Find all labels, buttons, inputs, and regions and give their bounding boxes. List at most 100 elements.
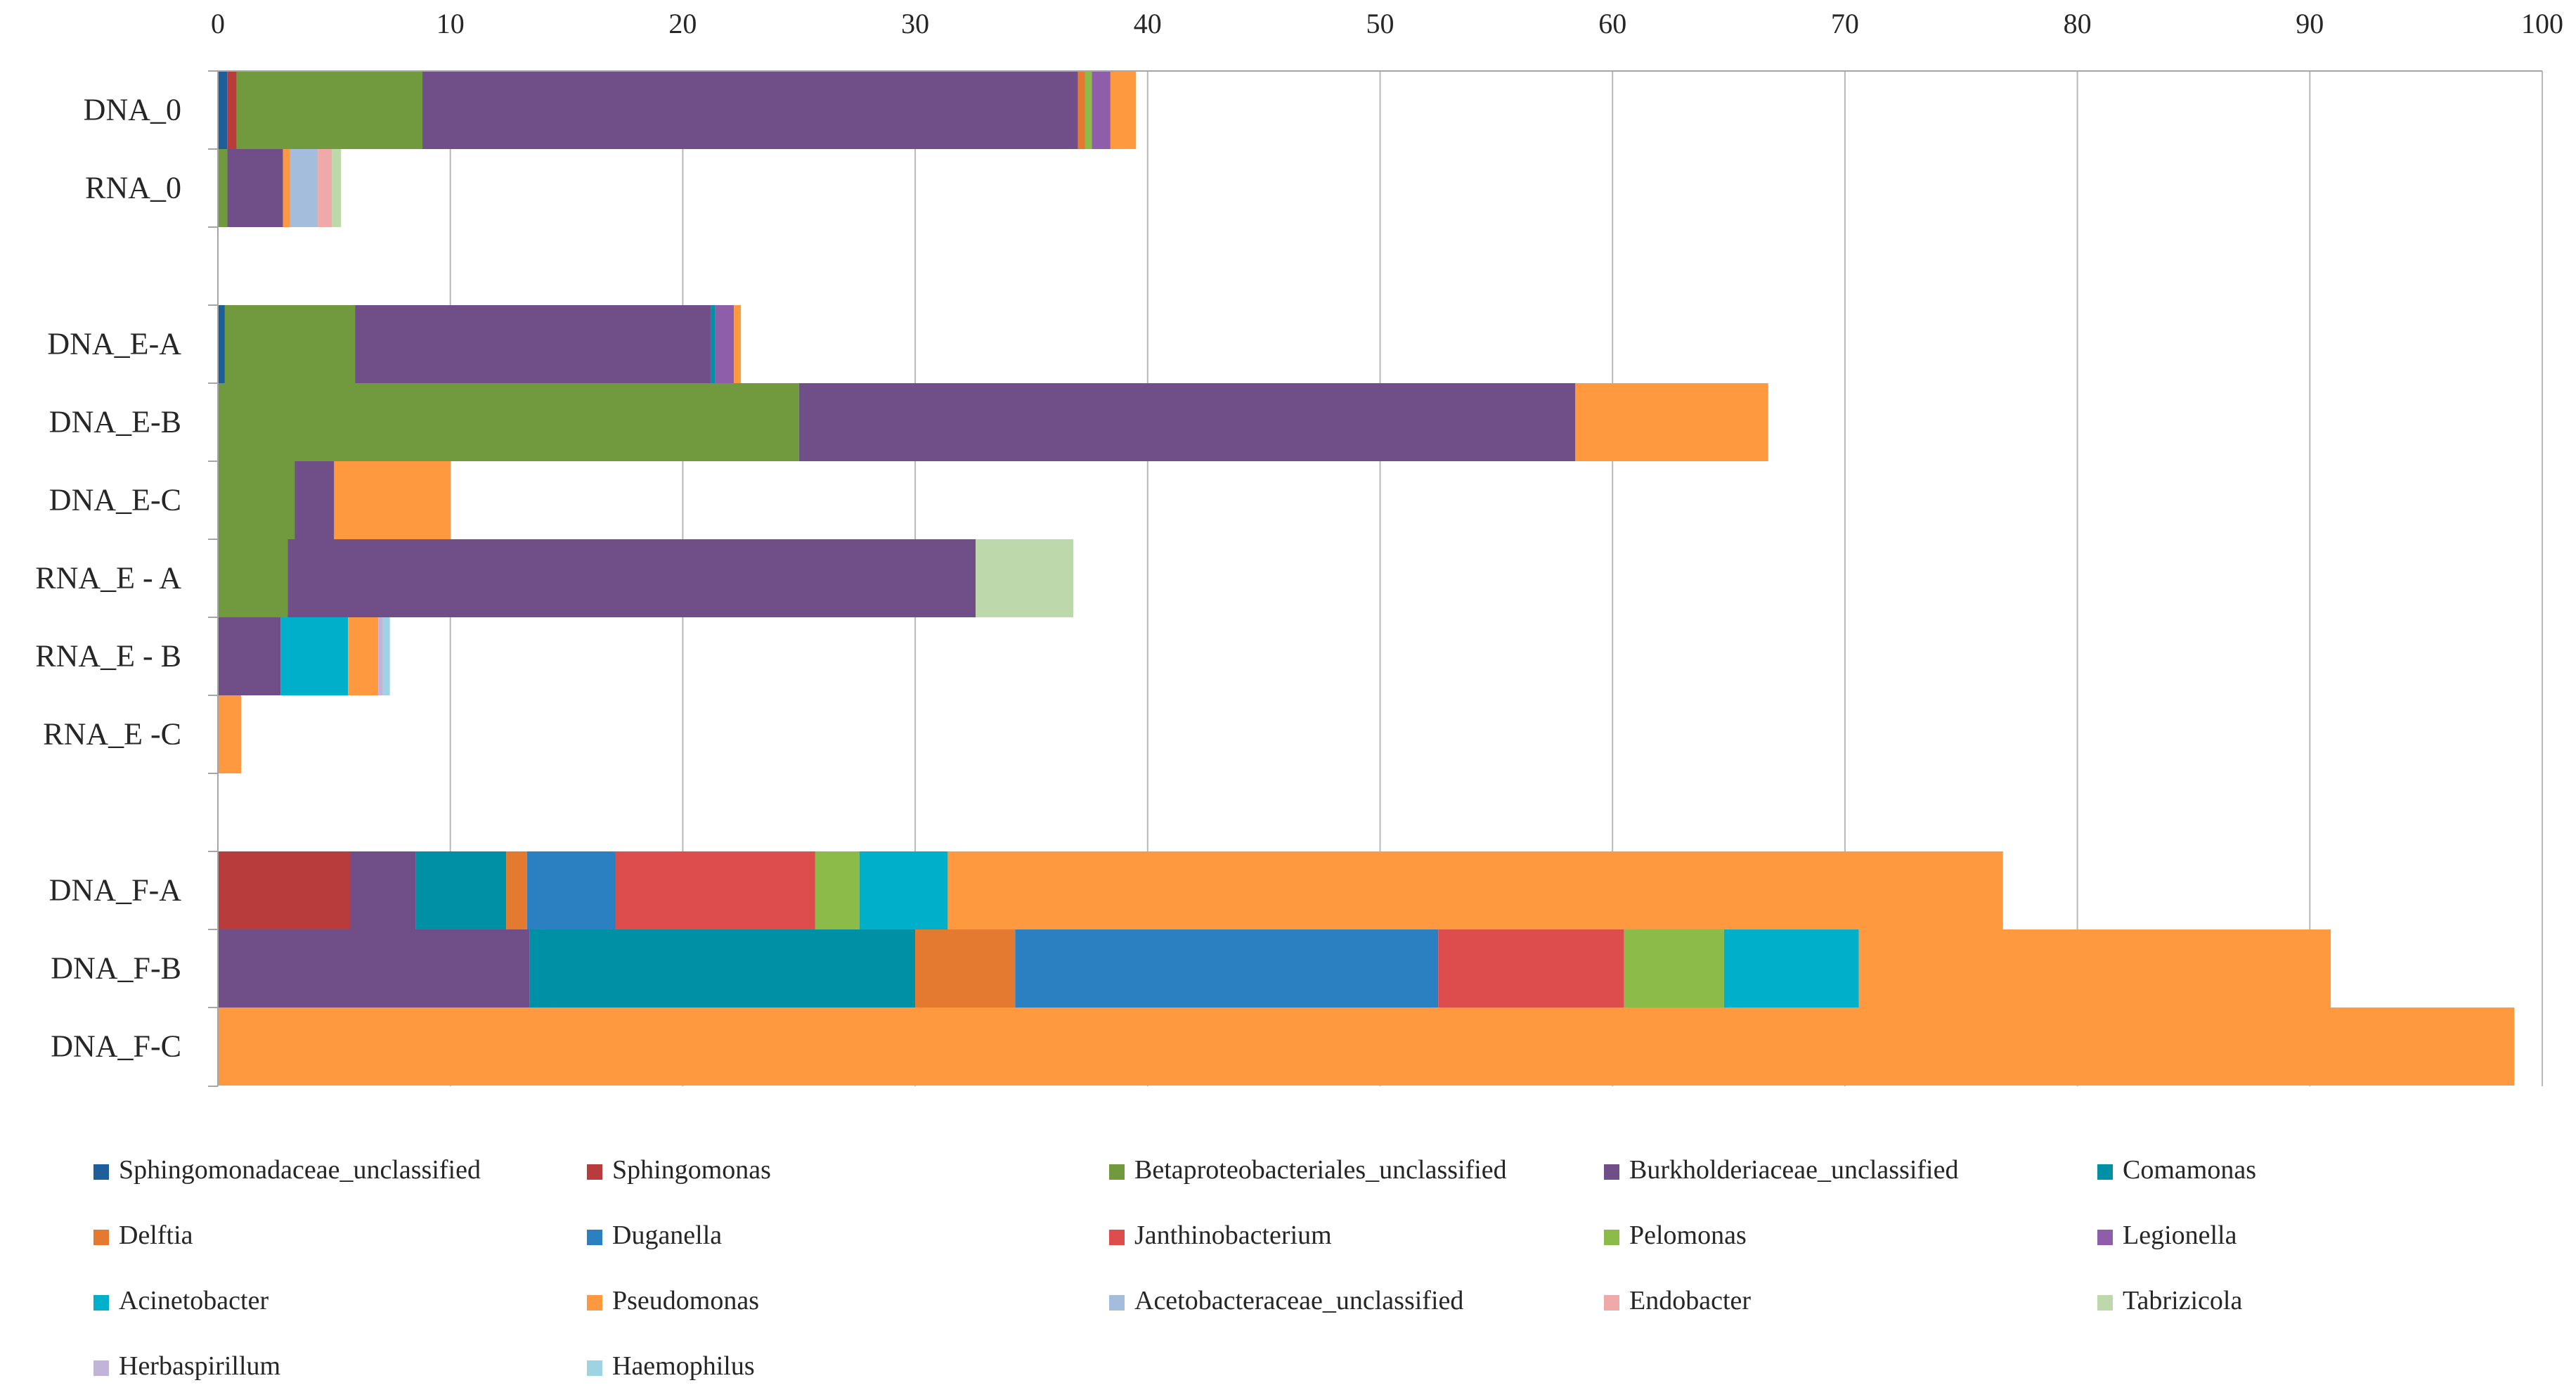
legend-item-acinetobacter: Acinetobacter — [93, 1286, 268, 1315]
bar-dna-e-a-burkholderiaceae-unclassified — [355, 305, 711, 383]
bar-dna-f-b-janthinobacterium — [1438, 929, 1624, 1007]
bar-dna-0-sphingomonas — [227, 71, 237, 149]
y-tick-label-rna-e-c: RNA_E -C — [43, 717, 181, 752]
legend-swatch-betaproteobacteriales-unclassified — [1109, 1164, 1125, 1180]
legend-swatch-pseudomonas — [587, 1295, 602, 1311]
legend-swatch-endobacter — [1604, 1295, 1619, 1311]
bar-dna-e-b-burkholderiaceae-unclassified — [798, 383, 1576, 461]
legend-label-sphingomonadaceae-unclassified: Sphingomonadaceae_unclassified — [119, 1155, 481, 1185]
bar-dna-e-a-legionella — [715, 305, 734, 383]
bar-rna-e-c-pseudomonas — [218, 695, 242, 773]
bar-rna-0-betaproteobacteriales-unclassified — [218, 149, 228, 227]
legend-label-comamonas: Comamonas — [2123, 1155, 2256, 1185]
bar-dna-0-burkholderiaceae-unclassified — [422, 71, 1078, 149]
legend-swatch-duganella — [587, 1230, 602, 1245]
bar-rna-0-burkholderiaceae-unclassified — [227, 149, 283, 227]
bar-dna-e-a-sphingomonadaceae-unclassified — [218, 305, 225, 383]
bar-rna-e-b-haemophilus — [382, 617, 390, 695]
legend: Sphingomonadaceae_unclassified Sphingomon… — [93, 1155, 2256, 1381]
legend-label-sphingomonas: Sphingomonas — [612, 1155, 771, 1185]
legend-swatch-acetobacteraceae-unclassified — [1109, 1295, 1125, 1311]
legend-swatch-delftia — [93, 1230, 109, 1245]
bar-dna-0-legionella — [1092, 71, 1111, 149]
bar-dna-f-a-burkholderiaceae-unclassified — [350, 851, 416, 929]
legend-item-sphingomonadaceae-unclassified: Sphingomonadaceae_unclassified — [93, 1155, 481, 1185]
legend-swatch-janthinobacterium — [1109, 1230, 1125, 1245]
bar-rna-e-b-pseudomonas — [348, 617, 379, 695]
legend-item-herbaspirillum: Herbaspirillum — [93, 1351, 280, 1381]
bar-rna-e-b-burkholderiaceae-unclassified — [218, 617, 281, 695]
legend-label-haemophilus: Haemophilus — [612, 1351, 755, 1381]
bar-rna-e-a-burkholderiaceae-unclassified — [287, 539, 976, 617]
bar-dna-f-b-pelomonas — [1624, 929, 1724, 1007]
bar-dna-f-a-janthinobacterium — [615, 851, 815, 929]
legend-label-tabrizicola: Tabrizicola — [2123, 1286, 2242, 1315]
legend-swatch-comamonas — [2097, 1164, 2113, 1180]
y-tick-label-dna-0: DNA_0 — [84, 93, 181, 127]
x-tick-label-60: 60 — [1598, 8, 1626, 39]
bar-dna-f-b-burkholderiaceae-unclassified — [218, 929, 530, 1007]
bar-rna-0-acetobacteraceae-unclassified — [290, 149, 318, 227]
bar-dna-e-a-betaproteobacteriales-unclassified — [224, 305, 356, 383]
legend-item-acetobacteraceae-unclassified: Acetobacteraceae_unclassified — [1109, 1286, 1463, 1315]
bar-dna-0-pelomonas — [1085, 71, 1092, 149]
bar-dna-f-b-acinetobacter — [1723, 929, 1859, 1007]
bar-dna-0-sphingomonadaceae-unclassified — [218, 71, 228, 149]
bar-dna-f-a-acinetobacter — [859, 851, 948, 929]
bar-dna-e-a-comamonas — [711, 305, 716, 383]
y-tick-label-dna-e-b: DNA_E-B — [49, 405, 181, 439]
legend-label-legionella: Legionella — [2123, 1221, 2237, 1250]
bar-rna-e-b-acinetobacter — [280, 617, 349, 695]
bar-dna-e-c-burkholderiaceae-unclassified — [295, 461, 335, 539]
bar-rna-0-endobacter — [318, 149, 332, 227]
bar-dna-f-b-comamonas — [529, 929, 916, 1007]
bar-dna-e-b-pseudomonas — [1575, 383, 1768, 461]
legend-swatch-legionella — [2097, 1230, 2113, 1245]
bar-dna-f-b-delftia — [915, 929, 1016, 1007]
legend-label-endobacter: Endobacter — [1629, 1286, 1751, 1315]
legend-item-duganella: Duganella — [587, 1221, 722, 1250]
x-tick-label-30: 30 — [901, 8, 929, 39]
y-tick-label-rna-e-b: RNA_E - B — [35, 639, 181, 674]
bar-dna-e-c-pseudomonas — [334, 461, 451, 539]
bar-dna-e-a-pseudomonas — [734, 305, 742, 383]
legend-label-acetobacteraceae-unclassified: Acetobacteraceae_unclassified — [1134, 1286, 1463, 1315]
bar-rna-e-a-tabrizicola — [976, 539, 1073, 617]
legend-item-comamonas: Comamonas — [2097, 1155, 2256, 1185]
x-tick-label-10: 10 — [436, 8, 465, 39]
legend-label-delftia: Delftia — [119, 1221, 193, 1250]
legend-label-pseudomonas: Pseudomonas — [612, 1286, 759, 1315]
legend-item-burkholderiaceae-unclassified: Burkholderiaceae_unclassified — [1604, 1155, 1958, 1185]
bar-dna-f-b-duganella — [1015, 929, 1439, 1007]
y-tick-label-dna-e-c: DNA_E-C — [49, 483, 181, 517]
bar-dna-f-a-comamonas — [415, 851, 507, 929]
bar-dna-f-a-delftia — [506, 851, 527, 929]
legend-item-betaproteobacteriales-unclassified: Betaproteobacteriales_unclassified — [1109, 1155, 1507, 1185]
y-tick-label-rna-0: RNA_0 — [85, 171, 181, 205]
x-tick-label-40: 40 — [1134, 8, 1162, 39]
y-tick-label-rna-e-a: RNA_E - A — [35, 561, 181, 596]
legend-swatch-sphingomonadaceae-unclassified — [93, 1164, 109, 1180]
bar-dna-f-a-duganella — [526, 851, 616, 929]
bar-dna-0-pseudomonas — [1110, 71, 1137, 149]
x-tick-label-20: 20 — [668, 8, 697, 39]
bar-dna-f-a-pseudomonas — [947, 851, 2003, 929]
bar-dna-f-c-pseudomonas — [218, 1007, 2515, 1086]
legend-item-tabrizicola: Tabrizicola — [2097, 1286, 2242, 1315]
bar-dna-e-b-betaproteobacteriales-unclassified — [218, 383, 799, 461]
bar-rna-e-a-betaproteobacteriales-unclassified — [218, 539, 288, 617]
legend-swatch-tabrizicola — [2097, 1295, 2113, 1311]
legend-item-pelomonas: Pelomonas — [1604, 1221, 1747, 1250]
legend-item-legionella: Legionella — [2097, 1221, 2237, 1250]
y-tick-label-dna-f-b: DNA_F-B — [51, 951, 181, 986]
legend-item-delftia: Delftia — [93, 1221, 193, 1250]
legend-swatch-acinetobacter — [93, 1295, 109, 1311]
legend-item-pseudomonas: Pseudomonas — [587, 1286, 759, 1315]
legend-item-endobacter: Endobacter — [1604, 1286, 1751, 1315]
legend-swatch-herbaspirillum — [93, 1360, 109, 1376]
bar-dna-f-a-pelomonas — [815, 851, 860, 929]
y-tick-label-dna-f-c: DNA_F-C — [51, 1029, 181, 1064]
legend-item-janthinobacterium: Janthinobacterium — [1109, 1221, 1332, 1250]
x-tick-label-90: 90 — [2296, 8, 2324, 39]
axes: 0 10 20 30 40 50 60 70 80 90 100 DNA_0 RNA_0 DNA_E-A D… — [35, 8, 2563, 1087]
